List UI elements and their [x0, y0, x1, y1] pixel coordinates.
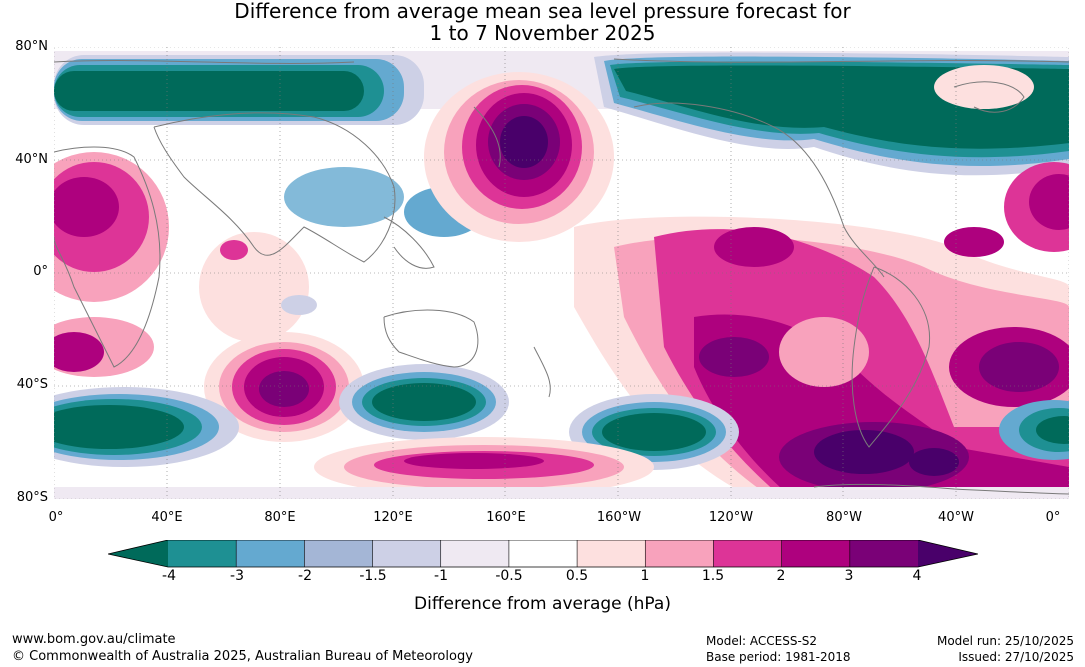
colorbar-segment	[236, 540, 305, 567]
lat-label-40s: 40°S	[16, 377, 48, 392]
colorbar-label: -0.5	[495, 568, 523, 584]
lon-label-120e: 120°E	[373, 510, 413, 525]
indian-ocean-high	[199, 232, 364, 442]
colorbar-label: 1	[640, 568, 650, 584]
lon-label-0-east: 0°	[1045, 510, 1061, 525]
lon-label-0: 0°	[48, 510, 64, 525]
lon-label-120w: 120°W	[708, 510, 754, 525]
colorbar	[107, 539, 979, 572]
lon-label-40e: 40°E	[151, 510, 183, 525]
pressure-anomaly-map	[54, 47, 1069, 499]
colorbar-label: 1.5	[701, 568, 725, 584]
coastlines	[54, 58, 1069, 495]
colorbar-label: -1	[434, 568, 448, 584]
lat-label-80n: 80°N	[15, 39, 48, 54]
footer-base-period: Base period: 1981-2018	[706, 650, 851, 664]
colorbar-label: -4	[162, 568, 176, 584]
footer-issued: Issued: 27/10/2025	[958, 650, 1074, 664]
colorbar-label: -3	[230, 568, 244, 584]
colorbar-segment	[849, 540, 919, 567]
colorbar-segment	[168, 540, 237, 567]
colorbar-label: -1.5	[359, 568, 387, 584]
southern-band-highs	[54, 437, 1069, 499]
colorbar-segment	[372, 540, 442, 567]
map-title-line2: 1 to 7 November 2025	[429, 21, 656, 45]
colorbar-segment	[508, 540, 578, 567]
colorbar-segment	[713, 540, 783, 567]
lon-label-80e: 80°E	[264, 510, 296, 525]
colorbar-arrow-high	[918, 540, 978, 567]
lon-label-80w: 80°W	[826, 510, 862, 525]
lat-label-0: 0°	[33, 264, 48, 279]
colorbar-title: Difference from average (hPa)	[414, 594, 671, 614]
footer-url[interactable]: www.bom.gov.au/climate	[12, 632, 176, 647]
lon-label-160e: 160°E	[486, 510, 526, 525]
africa-highs	[54, 152, 1069, 377]
footer-model: Model: ACCESS-S2	[706, 634, 818, 648]
footer-model-run: Model run: 25/10/2025	[936, 634, 1074, 648]
colorbar-segment	[440, 540, 510, 567]
colorbar-label: -2	[298, 568, 312, 584]
lon-label-160w: 160°W	[596, 510, 642, 525]
colorbar-label: 3	[844, 568, 854, 584]
colorbar-arrow-low	[108, 540, 168, 567]
colorbar-label: 2	[776, 568, 786, 584]
colorbar-segment	[577, 540, 646, 567]
footer-copyright: © Commonwealth of Australia 2025, Austra…	[12, 649, 473, 664]
lat-label-40n: 40°N	[15, 152, 48, 167]
lon-label-40w: 40°W	[938, 510, 974, 525]
north-pacific-high	[424, 72, 614, 242]
colorbar-segment	[781, 540, 851, 567]
map-title-line1: Difference from average mean sea level p…	[234, 0, 851, 23]
graticule	[54, 47, 1069, 499]
colorbar-label: 0.5	[565, 568, 589, 584]
colorbar-segment	[304, 540, 374, 567]
colorbar-label: 4	[912, 568, 922, 584]
colorbar-segment	[645, 540, 714, 567]
lat-label-80s: 80°S	[16, 490, 48, 505]
